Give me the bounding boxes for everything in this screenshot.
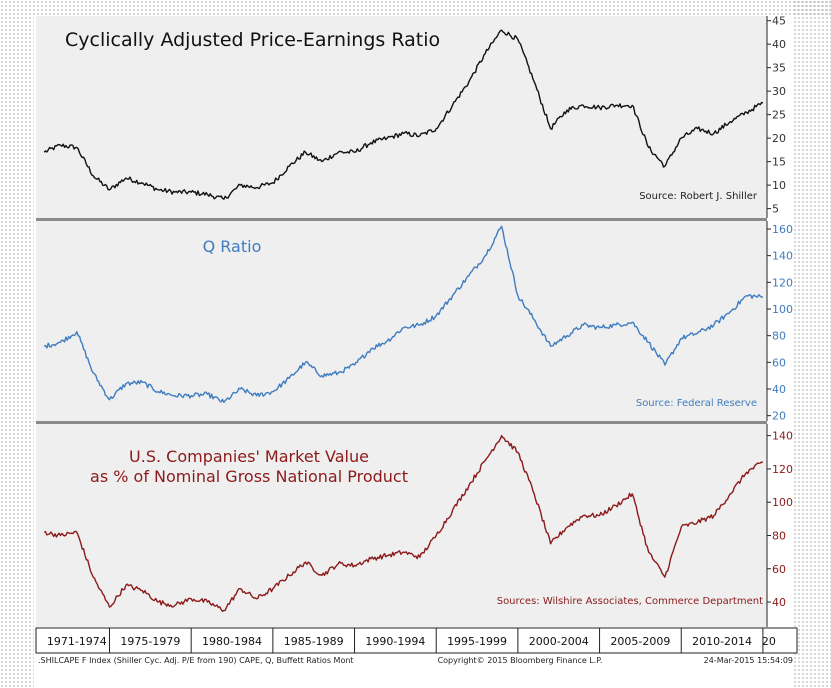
x-tick-label: 1971-1974 [47, 635, 107, 648]
y-tick-label: 45 [772, 15, 786, 28]
panel-3-background [36, 424, 767, 627]
y-tick-label: 35 [772, 62, 786, 75]
y-tick-label: 100 [772, 496, 793, 509]
y-tick-label: 140 [772, 430, 793, 443]
panel-1-series-line [43, 29, 764, 200]
footer-index-description: .SHILCAPE F Index (Shiller Cyc. Adj. P/E… [38, 656, 354, 665]
panel-3-title-line2: as % of Nominal Gross National Product [90, 467, 408, 486]
x-tick-label: 20 [762, 635, 776, 648]
y-tick-label: 15 [772, 156, 786, 169]
y-tick-label: 80 [772, 529, 786, 542]
panel-3-source: Sources: Wilshire Associates, Commerce D… [497, 596, 763, 607]
y-tick-label: 5 [772, 203, 779, 216]
y-tick-label: 80 [772, 330, 786, 343]
panel-1-title: Cyclically Adjusted Price-Earnings Ratio [65, 29, 440, 51]
dotted-margin-left [0, 0, 34, 688]
x-tick-label: 1980-1984 [202, 635, 262, 648]
y-tick-label: 40 [772, 38, 786, 51]
y-tick-label: 100 [772, 303, 793, 316]
y-tick-label: 60 [772, 563, 786, 576]
y-tick-label: 20 [772, 132, 786, 145]
panel-1-source: Source: Robert J. Shiller [639, 191, 758, 202]
x-tick-label: 1995-1999 [447, 635, 507, 648]
dotted-margin-top [0, 0, 831, 16]
y-tick-label: 160 [772, 223, 793, 236]
y-tick-label: 120 [772, 276, 793, 289]
x-axis-band [35, 627, 798, 654]
x-tick-label: 2000-2004 [529, 635, 589, 648]
y-tick-label: 60 [772, 356, 786, 369]
y-tick-label: 25 [772, 109, 786, 122]
y-tick-label: 30 [772, 85, 786, 98]
panel-1-background [36, 16, 767, 218]
panel-3-title-line1: U.S. Companies' Market Value [129, 447, 369, 466]
footer-timestamp: 24-Mar-2015 15:54:09 [704, 656, 793, 665]
y-tick-label: 140 [772, 250, 793, 263]
x-tick-label: 2005-2009 [610, 635, 670, 648]
panel-2-series-line [43, 225, 764, 403]
x-tick-label: 1975-1979 [120, 635, 180, 648]
y-tick-label: 40 [772, 383, 786, 396]
y-tick-label: 20 [772, 410, 786, 423]
y-tick-label: 40 [772, 596, 786, 609]
dotted-margin-right [793, 0, 831, 688]
x-tick-label: 1985-1989 [284, 635, 344, 648]
panel-2-background [36, 221, 767, 421]
y-tick-label: 120 [772, 463, 793, 476]
x-tick-label: 2010-2014 [692, 635, 752, 648]
x-tick-label: 1990-1994 [365, 635, 425, 648]
panel-2-source: Source: Federal Reserve [636, 398, 757, 409]
panel-3-series-line [43, 434, 764, 612]
y-tick-label: 10 [772, 179, 786, 192]
footer-copyright: Copyright© 2015 Bloomberg Finance L.P. [438, 656, 603, 665]
panel-2-title: Q Ratio [203, 237, 262, 256]
